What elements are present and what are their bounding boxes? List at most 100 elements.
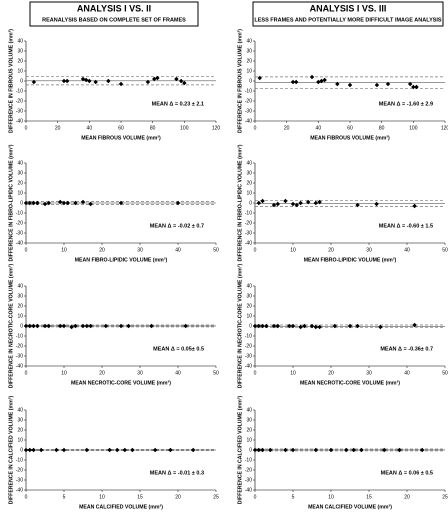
point xyxy=(153,447,158,453)
x-tick-label: 10 xyxy=(61,247,67,253)
x-tick-label: 0 xyxy=(25,125,28,131)
x-axis-label: MEAN CALCIFIED VOLUME (mm³) xyxy=(308,504,392,510)
y-tick-label: -20 xyxy=(16,343,23,349)
point xyxy=(412,203,417,209)
y-axis-label: DIFFERENCE IN NECROTIC-CORE VOLUME (mm³) xyxy=(8,263,14,388)
y-tick-label: 20 xyxy=(246,427,252,433)
y-axis-label: DIFFERENCE IN FIBROUS VOLUME (mm³) xyxy=(237,29,243,133)
y-axis-label: DIFFERENCE IN FIBRO-LIPIDIC VOLUME (mm³) xyxy=(237,144,243,261)
point xyxy=(347,323,353,329)
point xyxy=(168,447,173,453)
x-tick-label: 40 xyxy=(404,370,410,376)
point xyxy=(31,447,36,453)
point xyxy=(378,324,383,330)
y-tick-label: 10 xyxy=(17,68,23,74)
point xyxy=(290,201,296,207)
point xyxy=(88,323,93,329)
point xyxy=(84,323,89,329)
point xyxy=(107,447,112,453)
header-box xyxy=(29,1,199,27)
annotation: MEAN Δ = 0.06 ± 0.5 xyxy=(381,470,433,476)
x-tick-label: 15 xyxy=(137,494,143,500)
y-tick-label: -10 xyxy=(245,88,252,94)
point xyxy=(385,81,391,87)
point xyxy=(256,447,261,453)
x-tick-label: 10 xyxy=(328,494,334,500)
x-tick-label: 80 xyxy=(150,125,156,131)
x-tick-label: 0 xyxy=(25,370,28,376)
point xyxy=(313,447,318,453)
point xyxy=(31,79,37,85)
point xyxy=(46,200,51,206)
x-axis-label: MEAN CALCIFIED VOLUME (mm³) xyxy=(79,504,163,510)
y-axis-label: DIFFERENCE IN NECROTIC-CORE VOLUME (mm³) xyxy=(237,263,243,388)
point xyxy=(302,323,307,329)
point xyxy=(256,200,261,206)
point xyxy=(178,78,184,84)
point xyxy=(191,447,196,453)
point xyxy=(27,447,32,453)
point xyxy=(61,447,67,453)
point xyxy=(80,199,86,205)
y-tick-label: -40 xyxy=(245,487,252,493)
point xyxy=(382,447,387,453)
x-tick-label: 50 xyxy=(213,370,219,376)
point xyxy=(152,76,157,82)
x-tick-label: 0 xyxy=(254,370,257,376)
y-tick-label: 40 xyxy=(17,407,23,413)
y-tick-label: -20 xyxy=(16,98,23,104)
point xyxy=(351,447,356,453)
point xyxy=(256,323,261,329)
y-tick-label: -20 xyxy=(245,98,252,104)
x-tick-label: 50 xyxy=(213,247,219,253)
point xyxy=(182,80,187,86)
x-axis-label: MEAN NECROTIC-CORE VOLUME (mm³) xyxy=(71,380,171,386)
x-tick-label: 40 xyxy=(316,125,322,131)
header-subtitle: LESS FRAMES AND POTENTIALLY MORE DIFFICU… xyxy=(254,17,442,23)
x-tick-label: 10 xyxy=(290,247,296,253)
y-tick-label: -30 xyxy=(16,477,23,483)
header-subtitle: REANALYSIS BASED ON COMPLETE SET OF FRAM… xyxy=(42,17,186,23)
y-tick-label: 20 xyxy=(17,427,23,433)
point xyxy=(42,201,48,207)
point xyxy=(149,323,154,329)
y-axis-label: DIFFERENCE IN FIBROUS VOLUME (mm³) xyxy=(8,29,14,133)
y-tick-label: -40 xyxy=(16,363,23,369)
point xyxy=(122,447,127,453)
annotation: MEAN Δ = -1.60 ± 2.9 xyxy=(379,101,433,107)
x-tick-label: 20 xyxy=(328,247,334,253)
point xyxy=(27,200,32,206)
x-tick-label: 10 xyxy=(61,370,67,376)
point xyxy=(322,77,327,83)
y-tick-label: 40 xyxy=(17,283,23,289)
point xyxy=(260,198,265,204)
y-tick-label: -30 xyxy=(245,108,252,114)
x-tick-label: 20 xyxy=(328,370,334,376)
point xyxy=(115,447,120,453)
point xyxy=(35,200,40,206)
x-tick-label: 120 xyxy=(441,125,448,131)
header-title: ANALYSIS I VS. II xyxy=(77,3,151,13)
point xyxy=(118,200,124,206)
x-tick-label: 20 xyxy=(175,494,181,500)
y-tick-label: 10 xyxy=(246,190,252,196)
x-tick-label: 20 xyxy=(99,370,105,376)
y-axis-label: DIFFERENCE IN CALCIFIED VOLUME (mm³) xyxy=(8,396,14,505)
y-tick-label: -20 xyxy=(245,220,252,226)
y-tick-label: -40 xyxy=(245,363,252,369)
y-tick-label: 10 xyxy=(246,68,252,74)
point xyxy=(155,75,160,81)
y-tick-label: 40 xyxy=(246,407,252,413)
y-tick-label: 30 xyxy=(17,293,23,299)
header-box xyxy=(252,1,444,27)
y-tick-label: -40 xyxy=(245,240,252,246)
point xyxy=(411,84,416,90)
point xyxy=(271,202,277,208)
y-tick-label: -10 xyxy=(245,333,252,339)
point xyxy=(58,323,63,329)
point xyxy=(260,323,265,329)
point xyxy=(252,447,258,453)
point xyxy=(328,447,334,453)
y-tick-label: -10 xyxy=(16,457,23,463)
x-tick-label: 30 xyxy=(137,247,143,253)
